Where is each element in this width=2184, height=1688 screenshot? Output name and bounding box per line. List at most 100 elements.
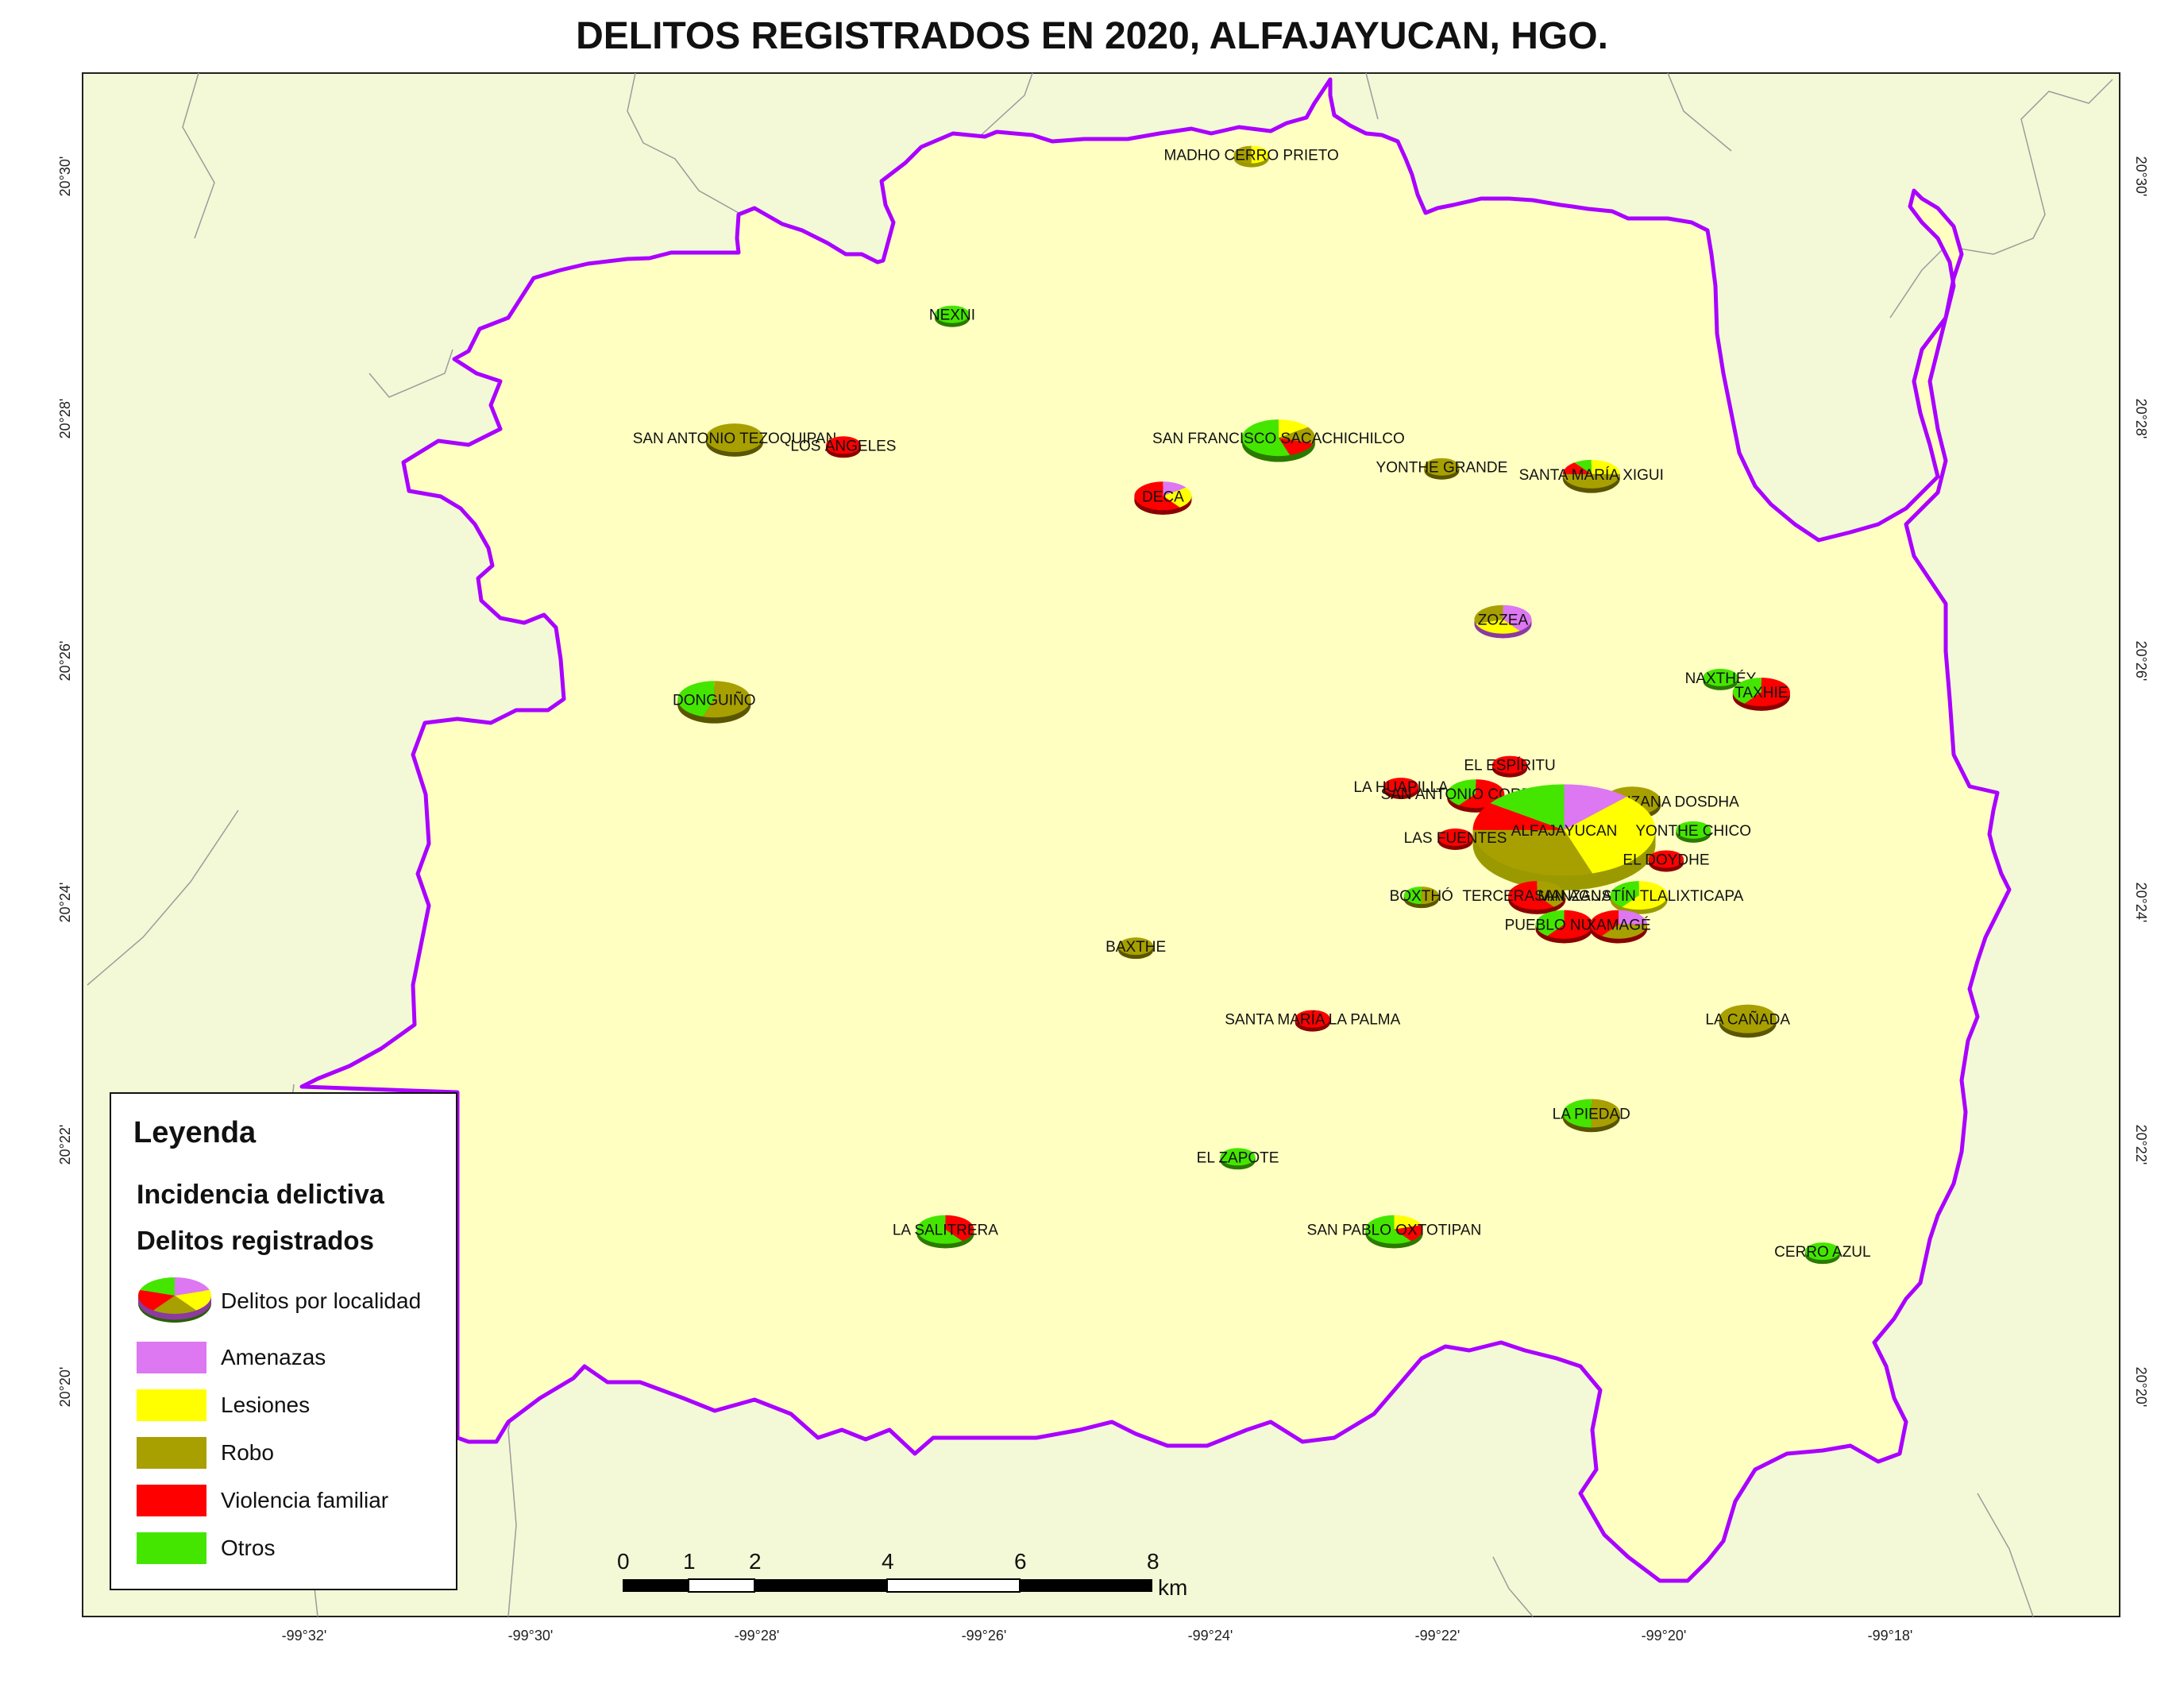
locality-pie: TERCERA MANZANA [1462, 881, 1612, 914]
lon-label: -99°24' [1188, 1628, 1233, 1644]
pie-slice-violencia [1508, 881, 1554, 910]
pie-slice-violencia [1295, 1010, 1330, 1028]
lon-label: -99°30' [508, 1628, 554, 1644]
legend-swatch [137, 1342, 206, 1373]
locality-pie: EL ESPÍRITU [1464, 755, 1556, 778]
locality-pie: NAXTHÉY [1685, 668, 1757, 690]
locality-pie: EL ZAPOTE [1197, 1148, 1279, 1170]
scale-label: 1 [683, 1549, 696, 1574]
pie-slice-robo [1719, 1004, 1777, 1033]
locality-label: LA PIEDAD [1553, 1106, 1630, 1122]
pie-slice-otros [1447, 779, 1476, 805]
pie-slice-otros [1703, 668, 1738, 686]
legend-pie-slice-violencia [138, 1289, 175, 1311]
legend-pie-slice-amenazas [175, 1277, 210, 1296]
lat-label: 20°30' [2133, 156, 2149, 197]
pie-slice-violencia [1437, 829, 1473, 847]
pie-slice-otros [1365, 1215, 1411, 1244]
locality-label: SAN FRANCISCO SACACHICHILCO [1152, 431, 1405, 447]
locality-pie: PUEBLO NUEVO [1505, 910, 1624, 944]
pie-slice-otros [1562, 1099, 1592, 1128]
locality-label: SANTA MARÍA LA PALMA [1225, 1012, 1400, 1029]
legend-pie-slices [138, 1277, 211, 1320]
locality-pie: BAXTHE [1106, 937, 1166, 960]
locality-pie: LOS ÁNGELES [790, 436, 896, 458]
locality-pie: LA CAÑADA [1705, 1004, 1790, 1038]
pie-slice-violencia [1590, 910, 1619, 937]
pie-slice-otros [677, 681, 715, 717]
pie-slice-otros [1732, 678, 1761, 704]
legend-pie-slice-lesiones [175, 1289, 211, 1311]
pie-slice-robo [1474, 605, 1503, 624]
locality-pie: CERRO AZUL [1774, 1242, 1871, 1265]
locality-pie: ZOZEA [1474, 605, 1532, 639]
locality-label: EL ZAPOTE [1197, 1149, 1279, 1166]
locality-pie: YONTHE CHICO [1635, 821, 1751, 843]
pie-slice-robo [1278, 427, 1315, 444]
locality-pie: LAS FUENTES [1404, 829, 1507, 851]
locality-label: TAXHIE [1734, 685, 1788, 701]
pie-slice-amenazas [1564, 784, 1627, 830]
locality-pie: SANTA MARÍA XIGUI [1519, 459, 1664, 493]
pie-slice-robo [703, 681, 751, 718]
lat-label: 20°24' [2133, 883, 2149, 923]
legend-swatch [137, 1532, 206, 1564]
pie-slice-robo [705, 423, 763, 453]
pie-slice-robo [1118, 937, 1154, 956]
lat-label: 20°20' [57, 1367, 73, 1408]
lat-label: 20°24' [57, 883, 73, 923]
pie-slice-otros [1403, 886, 1422, 905]
pie-slice-lesiones [1394, 1215, 1422, 1230]
scale-unit: km [1158, 1575, 1188, 1600]
locality-label: TERCERA MANZANA [1462, 888, 1611, 905]
locality-pies: MADHO CERRO PRIETO NEXNI SAN FRANCISCO SAC… [633, 145, 1871, 1265]
locality-label: ALFAJAYUCAN [1511, 823, 1618, 840]
scale-bar [623, 1578, 1152, 1593]
locality-pie: SAN FRANCISCO SACACHICHILCO [1152, 419, 1405, 462]
scale-label: 8 [1147, 1549, 1160, 1574]
locality-pie: MADHO CERRO PRIETO [1164, 145, 1339, 168]
legend-swatch [137, 1389, 206, 1421]
legend-title: Leyenda [133, 1116, 257, 1149]
legend-item-label: Violencia familiar [221, 1488, 389, 1512]
locality-label: NAXTHÉY [1685, 670, 1757, 687]
locality-pie: SAN ANTONIO TEZOQUIPAN [633, 423, 836, 457]
pie-slice-otros [934, 305, 970, 323]
locality-label: EL DOYDHE [1623, 852, 1709, 868]
locality-pie: ALFAJAYUCAN [1472, 784, 1656, 890]
scale-segment [688, 1578, 755, 1593]
locality-label: YONTHE CHICO [1635, 823, 1751, 840]
locality-pie: LA HUAPILLA [1353, 778, 1449, 800]
pie-slice-violencia [1562, 462, 1592, 474]
locality-label: SAN PABLO OXTOTIPAN [1307, 1223, 1482, 1239]
scale-segment [1020, 1579, 1152, 1592]
pie-slice-robo [1421, 886, 1439, 905]
locality-pie: SAN PABLO OXTOTIPAN [1307, 1215, 1482, 1249]
pie-slice-lesiones [1163, 487, 1192, 508]
coordinate-labels: -99°32' -99°30' -99°28' -99°26' -99°24' … [57, 156, 2149, 1644]
locality-pie: SAN AGUSTÍN TLALIXTICAPA [1534, 881, 1744, 914]
pie-slice-otros [1574, 459, 1592, 474]
pie-slice-violencia [1744, 678, 1790, 707]
legend-item-label: Robo [221, 1440, 274, 1465]
legend-subtitle: Incidencia delictiva [137, 1180, 384, 1210]
scale-label: 2 [749, 1549, 762, 1574]
legend: Leyenda Incidencia delictiva Delitos reg… [110, 1092, 457, 1590]
locality-pie: LA PIEDAD [1553, 1099, 1630, 1133]
lat-labels-right: 20°30' 20°28' 20°26' 20°24' 20°22' 20°20… [2133, 156, 2149, 1408]
pie-slice-otros [1804, 1242, 1840, 1261]
pie-slice-lesiones [1591, 459, 1620, 474]
scale-label: 4 [882, 1549, 894, 1574]
locality-label: LOS ÁNGELES [790, 438, 896, 454]
locality-label: LA HUAPILLA [1353, 779, 1449, 796]
legend-swatch [137, 1485, 206, 1516]
lon-label: -99°32' [282, 1628, 327, 1644]
lat-label: 20°30' [57, 156, 73, 197]
lat-label: 20°28' [2133, 399, 2149, 439]
pie-slice-violencia [1134, 481, 1180, 511]
pie-slice-robo [1537, 881, 1566, 907]
lat-label: 20°22' [57, 1125, 73, 1165]
locality-pie: TAXHIE [1732, 678, 1790, 711]
pie-slice-robo [1591, 1099, 1620, 1128]
pie-slice-lesiones [1564, 796, 1656, 874]
